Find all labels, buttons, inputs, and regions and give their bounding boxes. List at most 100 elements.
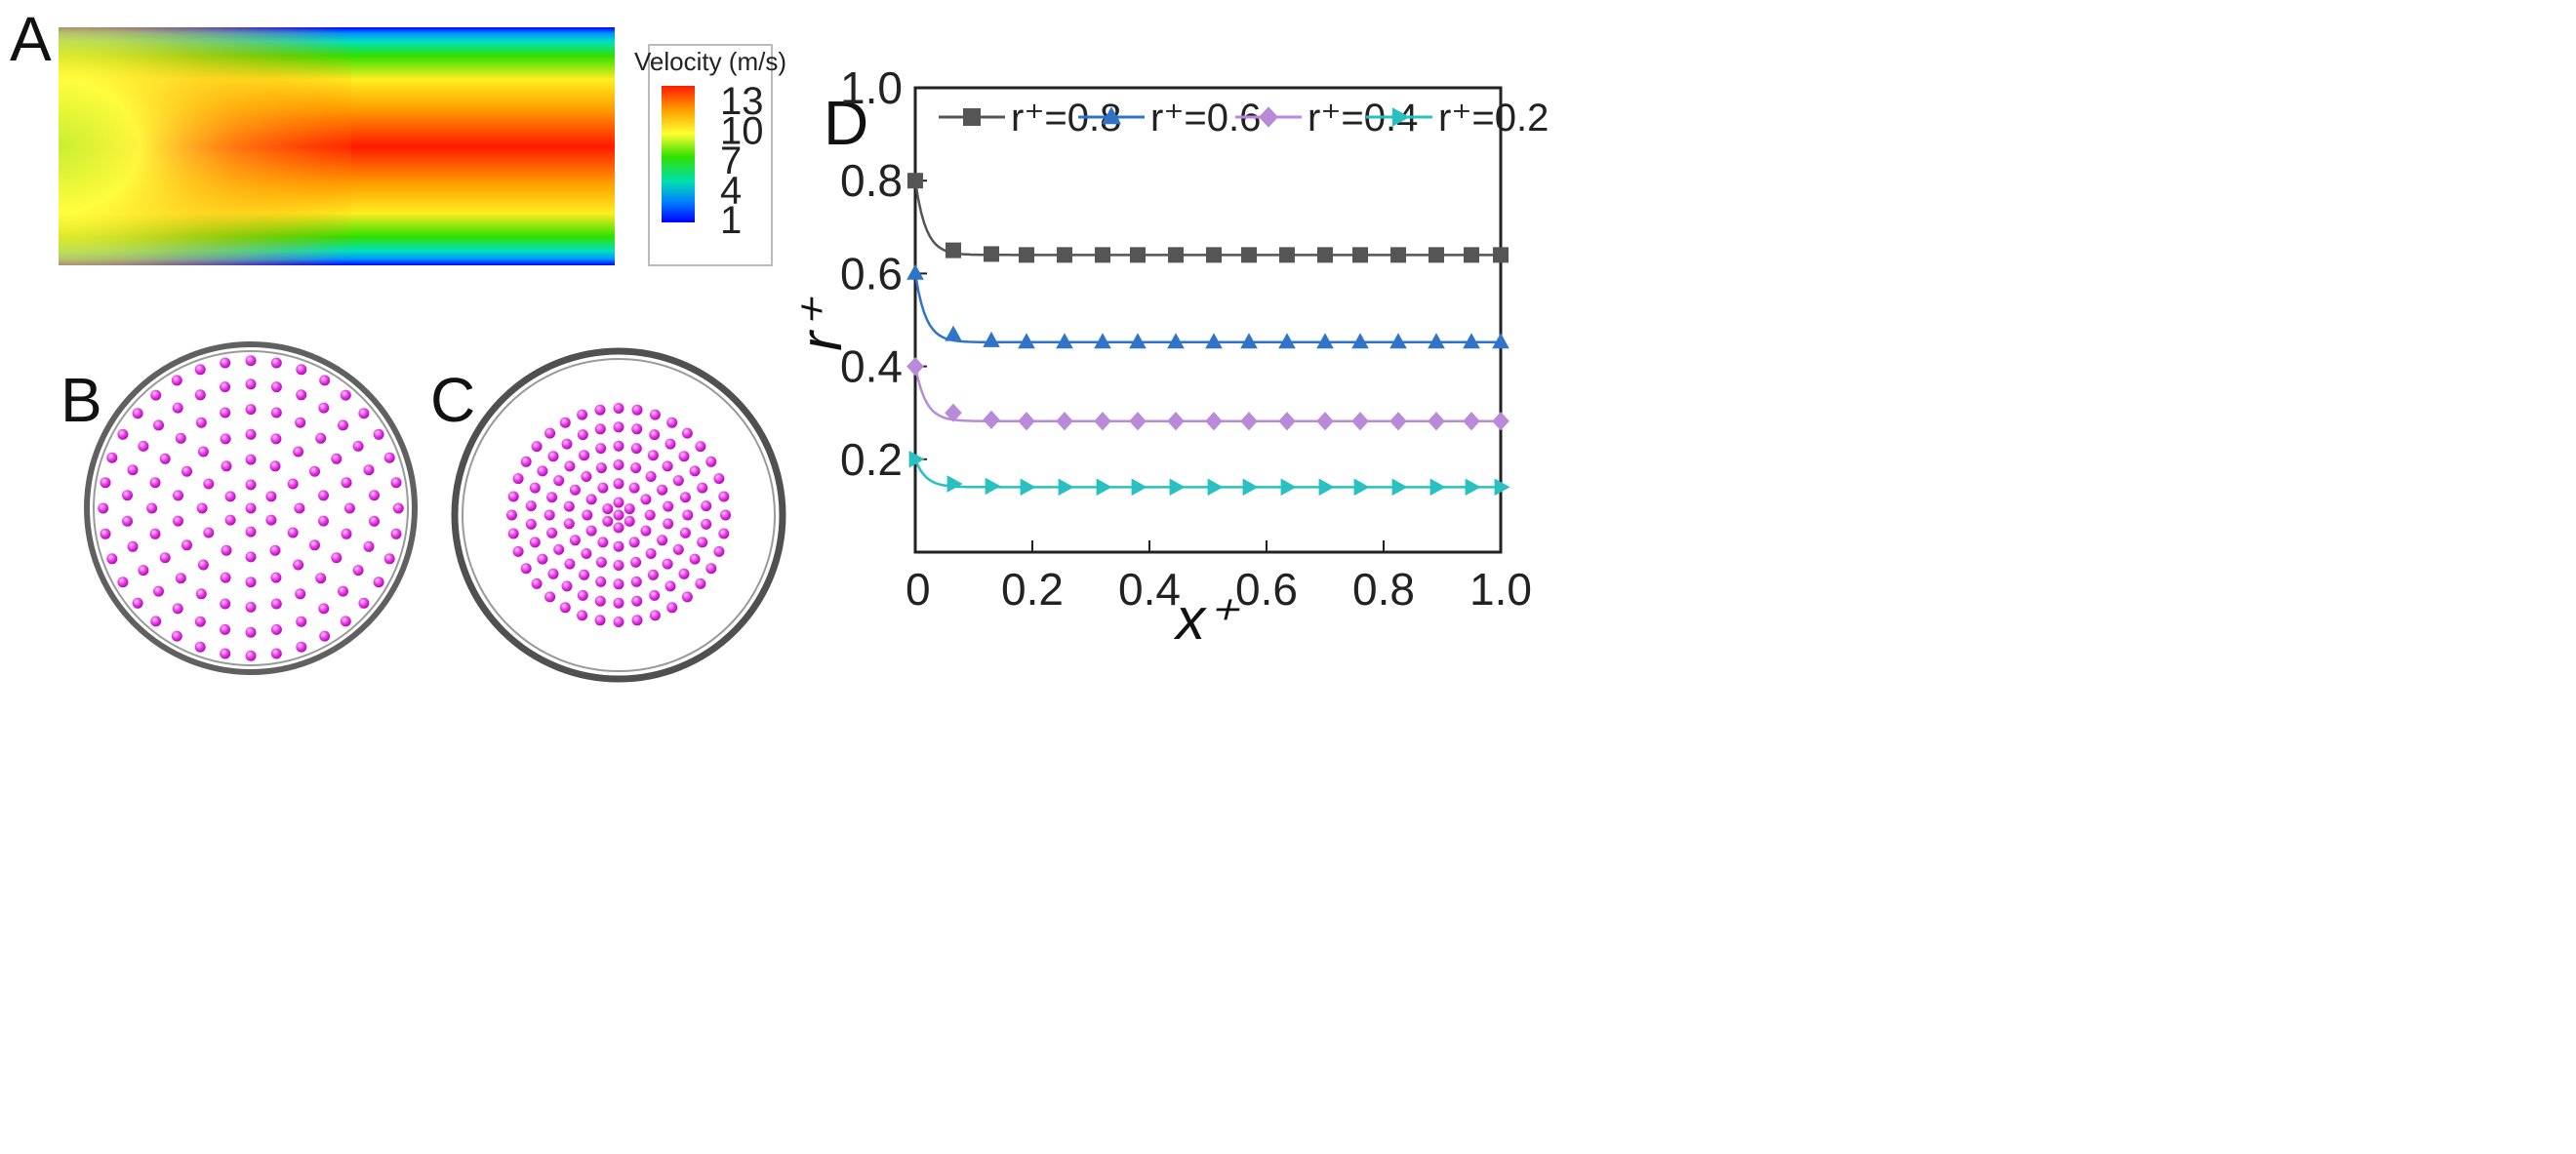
particle	[672, 475, 684, 487]
x-tick-label: 0	[906, 564, 931, 615]
data-point-marker	[1094, 333, 1111, 349]
particle	[270, 407, 282, 418]
particle	[595, 443, 607, 455]
particle	[194, 641, 206, 653]
particle	[613, 478, 624, 490]
series-line	[913, 366, 1501, 423]
particle	[657, 535, 668, 546]
x-tick-label: 0.6	[1235, 564, 1298, 615]
data-point-marker	[1317, 247, 1333, 263]
particle	[146, 502, 158, 514]
particle	[577, 429, 588, 441]
particle	[153, 419, 164, 431]
particle	[569, 535, 581, 546]
colorbar-tick-label: 7	[720, 139, 742, 182]
particle	[341, 528, 352, 539]
particle	[358, 408, 370, 419]
particle	[553, 543, 565, 555]
data-point-marker	[1240, 333, 1258, 349]
data-point-marker	[1102, 106, 1121, 125]
particle	[352, 565, 364, 577]
data-point-marker	[1463, 412, 1480, 431]
data-point-marker	[1206, 247, 1222, 263]
particle	[613, 421, 624, 433]
particle	[309, 539, 320, 551]
particle	[689, 553, 701, 565]
particle	[159, 453, 171, 464]
particle	[173, 515, 183, 527]
data-point-marker	[1129, 333, 1147, 349]
particle	[245, 479, 257, 491]
y-tick-label: 1.0	[840, 62, 903, 113]
data-point-marker	[1205, 412, 1223, 431]
data-point-marker	[1429, 478, 1446, 497]
panel-a: A	[10, 4, 615, 265]
particle	[649, 409, 661, 420]
data-point-marker	[1279, 247, 1295, 263]
particle	[595, 462, 607, 474]
data-point-marker	[945, 403, 962, 422]
particle	[269, 460, 281, 472]
particle	[595, 556, 607, 568]
data-point-marker	[1464, 247, 1479, 263]
y-tick-label: 0.4	[840, 341, 903, 392]
particle	[220, 598, 231, 610]
particle	[173, 490, 183, 501]
particle	[563, 518, 575, 530]
particle	[117, 577, 129, 588]
particle	[613, 522, 624, 534]
particle	[127, 540, 139, 552]
particle	[363, 540, 375, 552]
axis-ticks: 0 0.2 0.4 0.6 0.8 1.0 0.2 0.4 0.6 0.8 1.0	[840, 62, 1532, 615]
particle	[666, 417, 678, 428]
particle	[318, 603, 330, 615]
data-point-marker	[1278, 333, 1296, 349]
particle	[613, 540, 624, 552]
particle	[577, 610, 588, 621]
particle	[296, 389, 307, 401]
particle	[331, 453, 342, 464]
data-point-marker	[906, 357, 924, 377]
particle	[220, 433, 231, 445]
particle	[585, 494, 597, 505]
particle	[203, 478, 215, 490]
particle	[203, 527, 215, 538]
particle	[705, 563, 717, 575]
colorbar-tick-label: 10	[720, 110, 764, 153]
particle	[640, 494, 652, 505]
data-point-marker	[984, 246, 999, 262]
data-point-marker	[1492, 333, 1509, 349]
particle	[579, 450, 590, 461]
particle	[531, 441, 543, 453]
x-tick-label: 1.0	[1469, 564, 1532, 615]
particle	[196, 502, 208, 514]
particle	[106, 452, 118, 463]
data-point-marker	[1278, 412, 1296, 431]
particle	[341, 477, 352, 489]
particle	[697, 482, 708, 494]
particle	[544, 591, 556, 603]
particle	[315, 573, 327, 584]
particle	[132, 597, 143, 609]
data-point-marker	[1493, 247, 1509, 263]
data-point-marker	[1168, 247, 1184, 263]
particle	[624, 515, 635, 527]
particle	[245, 502, 257, 514]
data-point-marker	[1167, 412, 1185, 431]
data-point-marker	[1129, 412, 1147, 431]
particle	[546, 492, 558, 503]
tube-wall-outer-b	[84, 341, 418, 675]
velocity-contour-entry-region	[59, 27, 351, 265]
particle	[520, 563, 532, 575]
particle	[597, 537, 609, 548]
data-point-marker	[1056, 333, 1073, 349]
particle	[613, 403, 624, 414]
particle	[149, 528, 161, 539]
particle	[369, 515, 380, 527]
data-point-marker	[1316, 412, 1334, 431]
particle	[512, 473, 524, 485]
data-point-marker	[907, 173, 923, 189]
particle	[373, 577, 384, 588]
particle	[512, 545, 524, 557]
particle	[678, 451, 690, 462]
